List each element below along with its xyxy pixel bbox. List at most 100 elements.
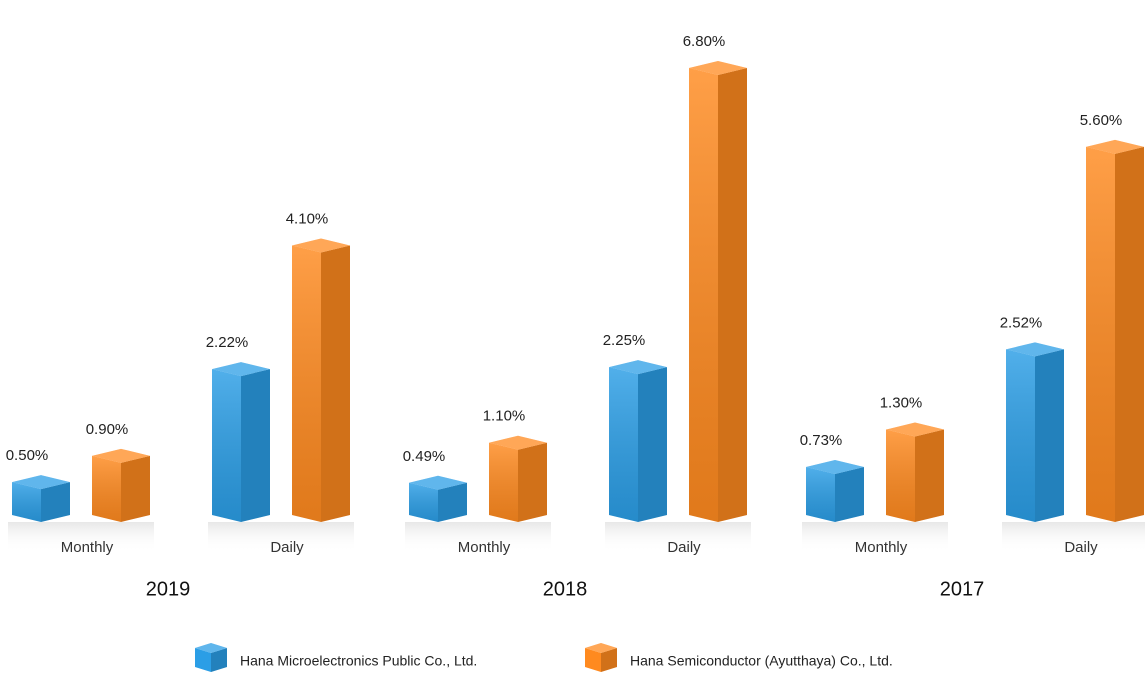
group-label: 2017 bbox=[940, 578, 985, 600]
bar bbox=[1006, 342, 1064, 522]
bar-top-face bbox=[292, 238, 350, 253]
category-label: Monthly bbox=[458, 539, 511, 556]
bar-top-face bbox=[609, 360, 667, 375]
bar-right-face bbox=[638, 367, 667, 522]
group-label: 2018 bbox=[543, 578, 588, 600]
legend-top bbox=[585, 643, 617, 653]
bar bbox=[12, 475, 70, 522]
bar-top-face bbox=[409, 475, 467, 490]
bar bbox=[212, 362, 270, 522]
legend-label: Hana Microelectronics Public Co., Ltd. bbox=[240, 653, 477, 669]
bar-top-light bbox=[1086, 139, 1144, 154]
floor-shadow bbox=[605, 522, 751, 552]
bar-left-shade bbox=[1006, 349, 1035, 522]
value-label: 2.22% bbox=[206, 334, 249, 351]
bar-right-shade bbox=[41, 482, 70, 522]
bar-right-face bbox=[1115, 146, 1144, 522]
bar bbox=[806, 460, 864, 522]
bar-left-shade bbox=[806, 467, 835, 522]
bar bbox=[1086, 139, 1144, 522]
floor-shadow bbox=[1002, 522, 1145, 552]
value-label: 2.52% bbox=[1000, 314, 1043, 331]
bar-top-light bbox=[409, 475, 467, 490]
category-label: Monthly bbox=[855, 539, 908, 556]
legend-left bbox=[585, 648, 601, 672]
bar bbox=[292, 238, 350, 522]
bar-right-shade bbox=[1035, 349, 1064, 522]
bar bbox=[886, 422, 944, 522]
category-label: Daily bbox=[667, 539, 701, 556]
bar-right-shade bbox=[718, 68, 747, 522]
legend-top-light bbox=[195, 643, 227, 653]
bar-top-light bbox=[806, 460, 864, 475]
bar-top-light bbox=[886, 422, 944, 437]
value-label: 2.25% bbox=[603, 332, 646, 349]
bar-top-light bbox=[212, 362, 270, 377]
bar-left-shade bbox=[886, 429, 915, 522]
legend-icon bbox=[585, 643, 617, 672]
bar-top-light bbox=[609, 360, 667, 375]
bar-top-face bbox=[212, 362, 270, 377]
legend-right-shade bbox=[601, 648, 617, 672]
legend-top-light bbox=[585, 643, 617, 653]
bar-right-face bbox=[121, 455, 150, 522]
bar-right-shade bbox=[835, 467, 864, 522]
bar-top-face bbox=[806, 460, 864, 475]
bar-left-shade bbox=[92, 455, 121, 522]
bar-right-face bbox=[915, 429, 944, 522]
bar-top-face bbox=[1086, 139, 1144, 154]
bar-right-face bbox=[518, 442, 547, 522]
value-label: 0.90% bbox=[86, 421, 129, 438]
bar-top-light bbox=[1006, 342, 1064, 357]
legend-label: Hana Semiconductor (Ayutthaya) Co., Ltd. bbox=[630, 653, 893, 669]
bar-right-shade bbox=[121, 455, 150, 522]
bar bbox=[92, 448, 150, 522]
legend-left bbox=[195, 648, 211, 672]
bar-right-shade bbox=[1115, 146, 1144, 522]
bar-top-face bbox=[489, 435, 547, 450]
category-label: Daily bbox=[270, 539, 304, 556]
bar-left-shade bbox=[689, 68, 718, 522]
bar-right-face bbox=[438, 482, 467, 522]
value-label: 6.80% bbox=[683, 33, 726, 50]
category-label: Daily bbox=[1064, 539, 1098, 556]
bar-top-light bbox=[12, 475, 70, 490]
bar-right-face bbox=[835, 467, 864, 522]
bar-right-face bbox=[41, 482, 70, 522]
group-label: 2019 bbox=[146, 578, 191, 600]
bar-left-shade bbox=[1086, 146, 1115, 522]
bar-left-shade bbox=[489, 442, 518, 522]
bar-right-face bbox=[718, 68, 747, 522]
value-label: 5.60% bbox=[1080, 112, 1123, 129]
legend-right-shade bbox=[211, 648, 227, 672]
bar-top-face bbox=[1006, 342, 1064, 357]
bar-left-shade bbox=[212, 369, 241, 522]
value-label: 0.50% bbox=[6, 447, 49, 464]
legend-top bbox=[195, 643, 227, 653]
legend-right bbox=[601, 648, 617, 672]
legend-icon bbox=[195, 643, 227, 672]
value-label: 1.30% bbox=[880, 395, 923, 412]
bar-right-face bbox=[1035, 349, 1064, 522]
floor-shadow bbox=[8, 522, 154, 552]
bar-right-shade bbox=[518, 442, 547, 522]
floor-shadow bbox=[208, 522, 354, 552]
value-label: 0.73% bbox=[800, 432, 843, 449]
bar-left-shade bbox=[292, 245, 321, 522]
bar-right-face bbox=[321, 245, 350, 522]
bar bbox=[409, 475, 467, 522]
bar-top-light bbox=[92, 448, 150, 463]
value-label: 0.49% bbox=[403, 448, 446, 465]
bar bbox=[609, 360, 667, 522]
bar-top-face bbox=[886, 422, 944, 437]
bar-left-shade bbox=[409, 482, 438, 522]
bar-right-shade bbox=[438, 482, 467, 522]
bar bbox=[689, 61, 747, 522]
bar-top-face bbox=[689, 61, 747, 75]
bar-top-light bbox=[689, 61, 747, 75]
bar-left-shade bbox=[609, 367, 638, 522]
value-label: 4.10% bbox=[286, 210, 329, 227]
bar-right-shade bbox=[638, 367, 667, 522]
bar-top-face bbox=[12, 475, 70, 490]
